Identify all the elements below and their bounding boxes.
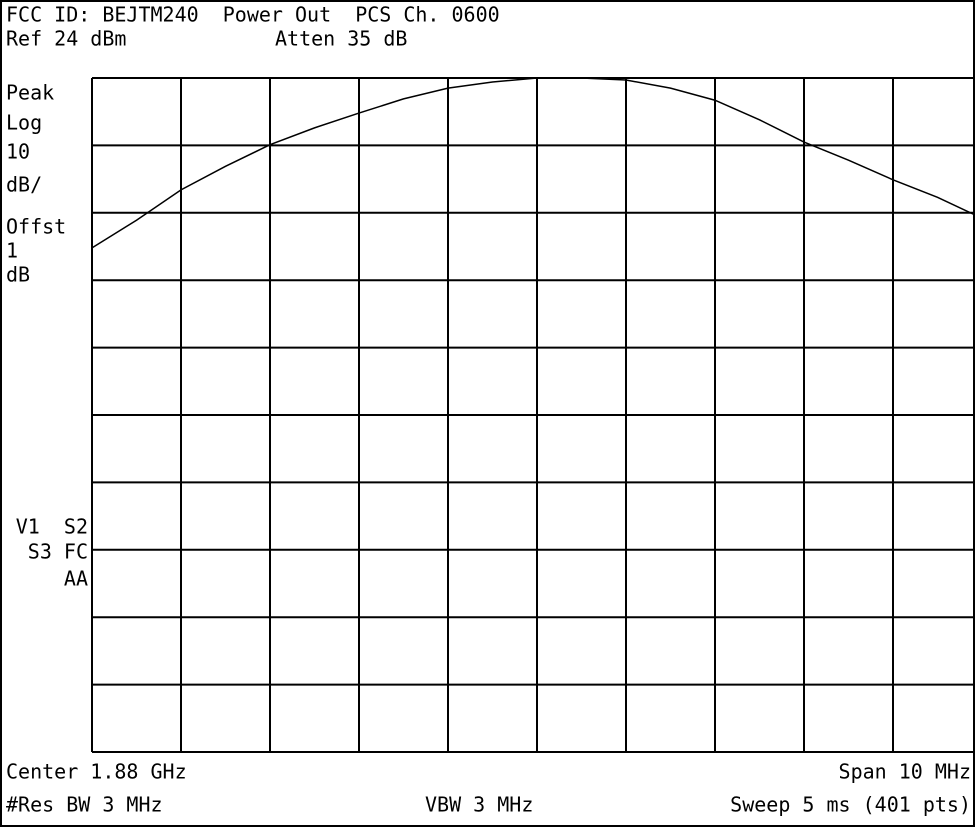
status-label: S3 FC [28,540,88,564]
left-label: Log [6,111,42,135]
left-label: Peak [6,81,54,105]
vbw: VBW 3 MHz [425,793,533,817]
status-label: V1 S2 [16,515,88,539]
trace [91,77,975,249]
left-label: 1 [6,239,18,263]
res-bw: #Res BW 3 MHz [6,793,163,817]
left-label: Offst [6,215,66,239]
center-frequency: Center 1.88 GHz [6,760,187,784]
attenuation: Atten 35 dB [275,27,407,51]
left-label: dB/ [6,173,42,197]
status-label: AA [64,567,88,591]
sweep: Sweep 5 ms (401 pts) [730,793,971,817]
left-label: dB [6,263,30,287]
span: Span 10 MHz [839,760,971,784]
left-label: 10 [6,140,30,164]
header: FCC ID: BEJTM240 Power Out PCS Ch. 0600 [6,3,500,27]
ref-level: Ref 24 dBm [6,27,126,51]
